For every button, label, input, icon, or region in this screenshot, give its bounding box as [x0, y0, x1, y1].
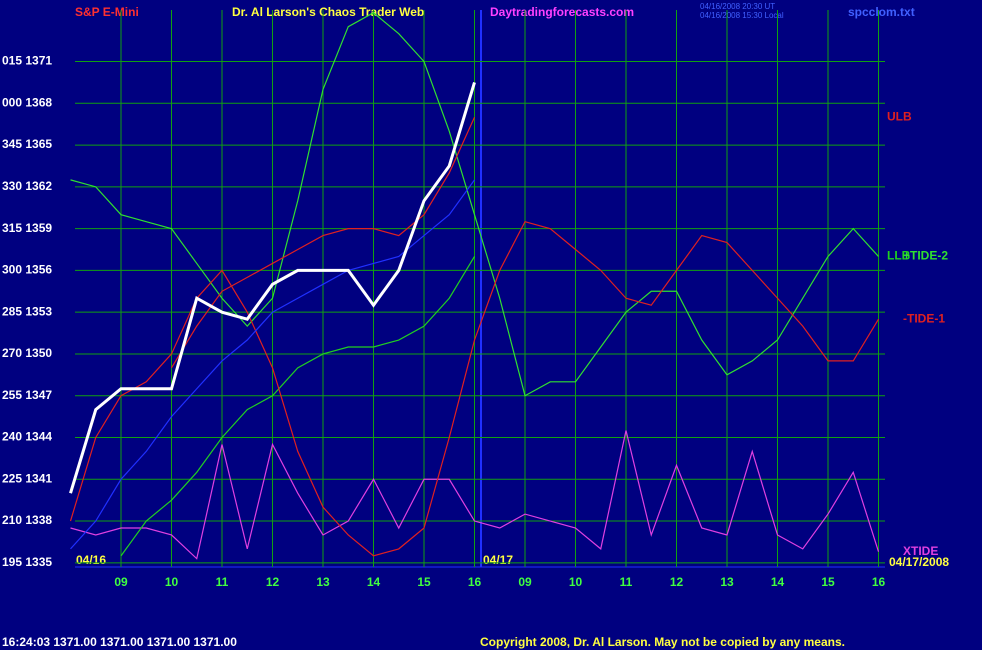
x-tick-label: 10 — [569, 575, 583, 589]
series-line — [70, 12, 879, 397]
y-tick-label: 315 1359 — [2, 221, 52, 235]
y-tick-label: 255 1347 — [2, 388, 52, 402]
annotation: S&P E-Mini — [75, 5, 139, 19]
annotation: Copyright 2008, Dr. Al Larson. May not b… — [480, 635, 845, 649]
y-tick-label: 195 1335 — [2, 555, 52, 569]
x-tick-label: 15 — [821, 575, 835, 589]
y-tick-label: 225 1341 — [2, 471, 52, 485]
x-tick-label: 09 — [518, 575, 532, 589]
series-line — [70, 430, 880, 560]
annotation: 04/16/2008 15:30 Local — [700, 11, 784, 20]
x-tick-label: 12 — [670, 575, 684, 589]
series-line — [120, 256, 476, 557]
x-tick-label: 14 — [367, 575, 381, 589]
x-tick-label: 10 — [165, 575, 179, 589]
legend-entry: -TIDE-1 — [903, 311, 945, 325]
y-tick-label: 345 1365 — [2, 137, 52, 151]
annotation: Daytradingforecasts.com — [490, 5, 634, 19]
annotation: 04/17/2008 — [889, 555, 949, 569]
series-line — [69, 220, 880, 557]
x-tick-label: 15 — [417, 575, 431, 589]
annotation: 04/16 — [76, 553, 106, 567]
y-tick-label: 210 1338 — [2, 513, 52, 527]
legend-entry: LLB — [887, 249, 911, 263]
x-tick-label: 13 — [720, 575, 734, 589]
y-tick-label: 000 1368 — [2, 95, 52, 109]
legend-entry: XTIDE — [903, 544, 938, 558]
annotation: 04/16/2008 20:30 UT — [700, 2, 775, 11]
x-tick-label: 13 — [316, 575, 330, 589]
legend: XTIDE LLB+TIDE-2 -TIDE-1 ULB — [887, 109, 948, 557]
x-tick-label: 14 — [771, 575, 785, 589]
x-tick-label: 11 — [620, 575, 633, 589]
series-line — [170, 116, 476, 369]
annotation: 16:24:03 1371.00 1371.00 1371.00 1371.00 — [2, 635, 237, 649]
chart-title: Dr. Al Larson's Chaos Trader Web — [232, 5, 424, 19]
annotation: spcclom.txt — [848, 5, 915, 19]
legend-entry: +TIDE-2 — [903, 249, 948, 263]
x-tick-label: 11 — [216, 575, 229, 589]
x-tick-label: 09 — [114, 575, 128, 589]
series-line — [69, 81, 476, 494]
y-tick-label: 015 1371 — [2, 54, 52, 68]
y-tick-label: 270 1350 — [2, 346, 52, 360]
annotation: 04/17 — [483, 553, 513, 567]
y-tick-label: 240 1344 — [2, 430, 52, 444]
x-tick-label: 12 — [266, 575, 280, 589]
y-tick-label: 300 1356 — [2, 263, 52, 277]
x-tick-label: 16 — [468, 575, 482, 589]
y-tick-label: 330 1362 — [2, 179, 52, 193]
x-tick-label: 16 — [872, 575, 886, 589]
legend-entry: ULB — [887, 109, 912, 123]
y-tick-label: 285 1353 — [2, 304, 52, 318]
